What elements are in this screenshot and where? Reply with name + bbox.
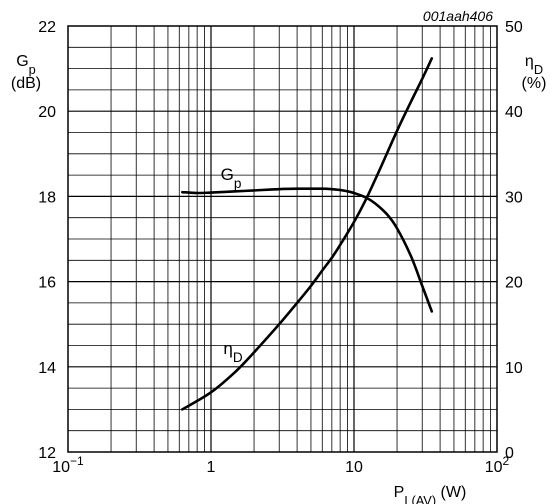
chart-reference-code: 001aah406 [423,8,493,24]
y-right-axis-title: ηD [525,53,543,77]
y-right-axis-unit: (%) [522,75,547,92]
y-left-tick-label: 20 [38,104,56,121]
series-label-eta-d: ηD [223,339,242,365]
plot-frame [67,25,498,453]
x-axis-title: PL(AV) (W) [394,484,467,504]
x-tick-label: 1 [207,459,216,476]
series-layer [181,57,434,411]
y-left-tick-label: 16 [38,275,56,292]
x-tick-label: 102 [485,454,510,476]
series-label-gp: Gp [221,165,242,191]
series-line-eta-d [181,57,434,411]
x-tick-label: 10 [345,459,363,476]
y-left-axis-title: Gp [16,53,36,77]
y-right-tick-label: 20 [505,275,523,292]
y-left-tick-label: 14 [38,360,56,377]
grid [68,26,497,452]
y-right-tick-label: 10 [505,360,523,377]
y-right-tick-label: 50 [505,19,523,36]
y-right-tick-label: 30 [505,189,523,206]
y-right-tick-label: 0 [505,445,514,462]
y-left-axis-unit: (dB) [11,75,41,92]
x-tick-label: 10−1 [52,454,84,476]
series-line-gp [181,187,434,313]
y-left-tick-label: 18 [38,189,56,206]
y-left-tick-label: 12 [38,445,56,462]
y-right-tick-label: 40 [505,104,523,121]
y-left-tick-label: 22 [38,19,56,36]
